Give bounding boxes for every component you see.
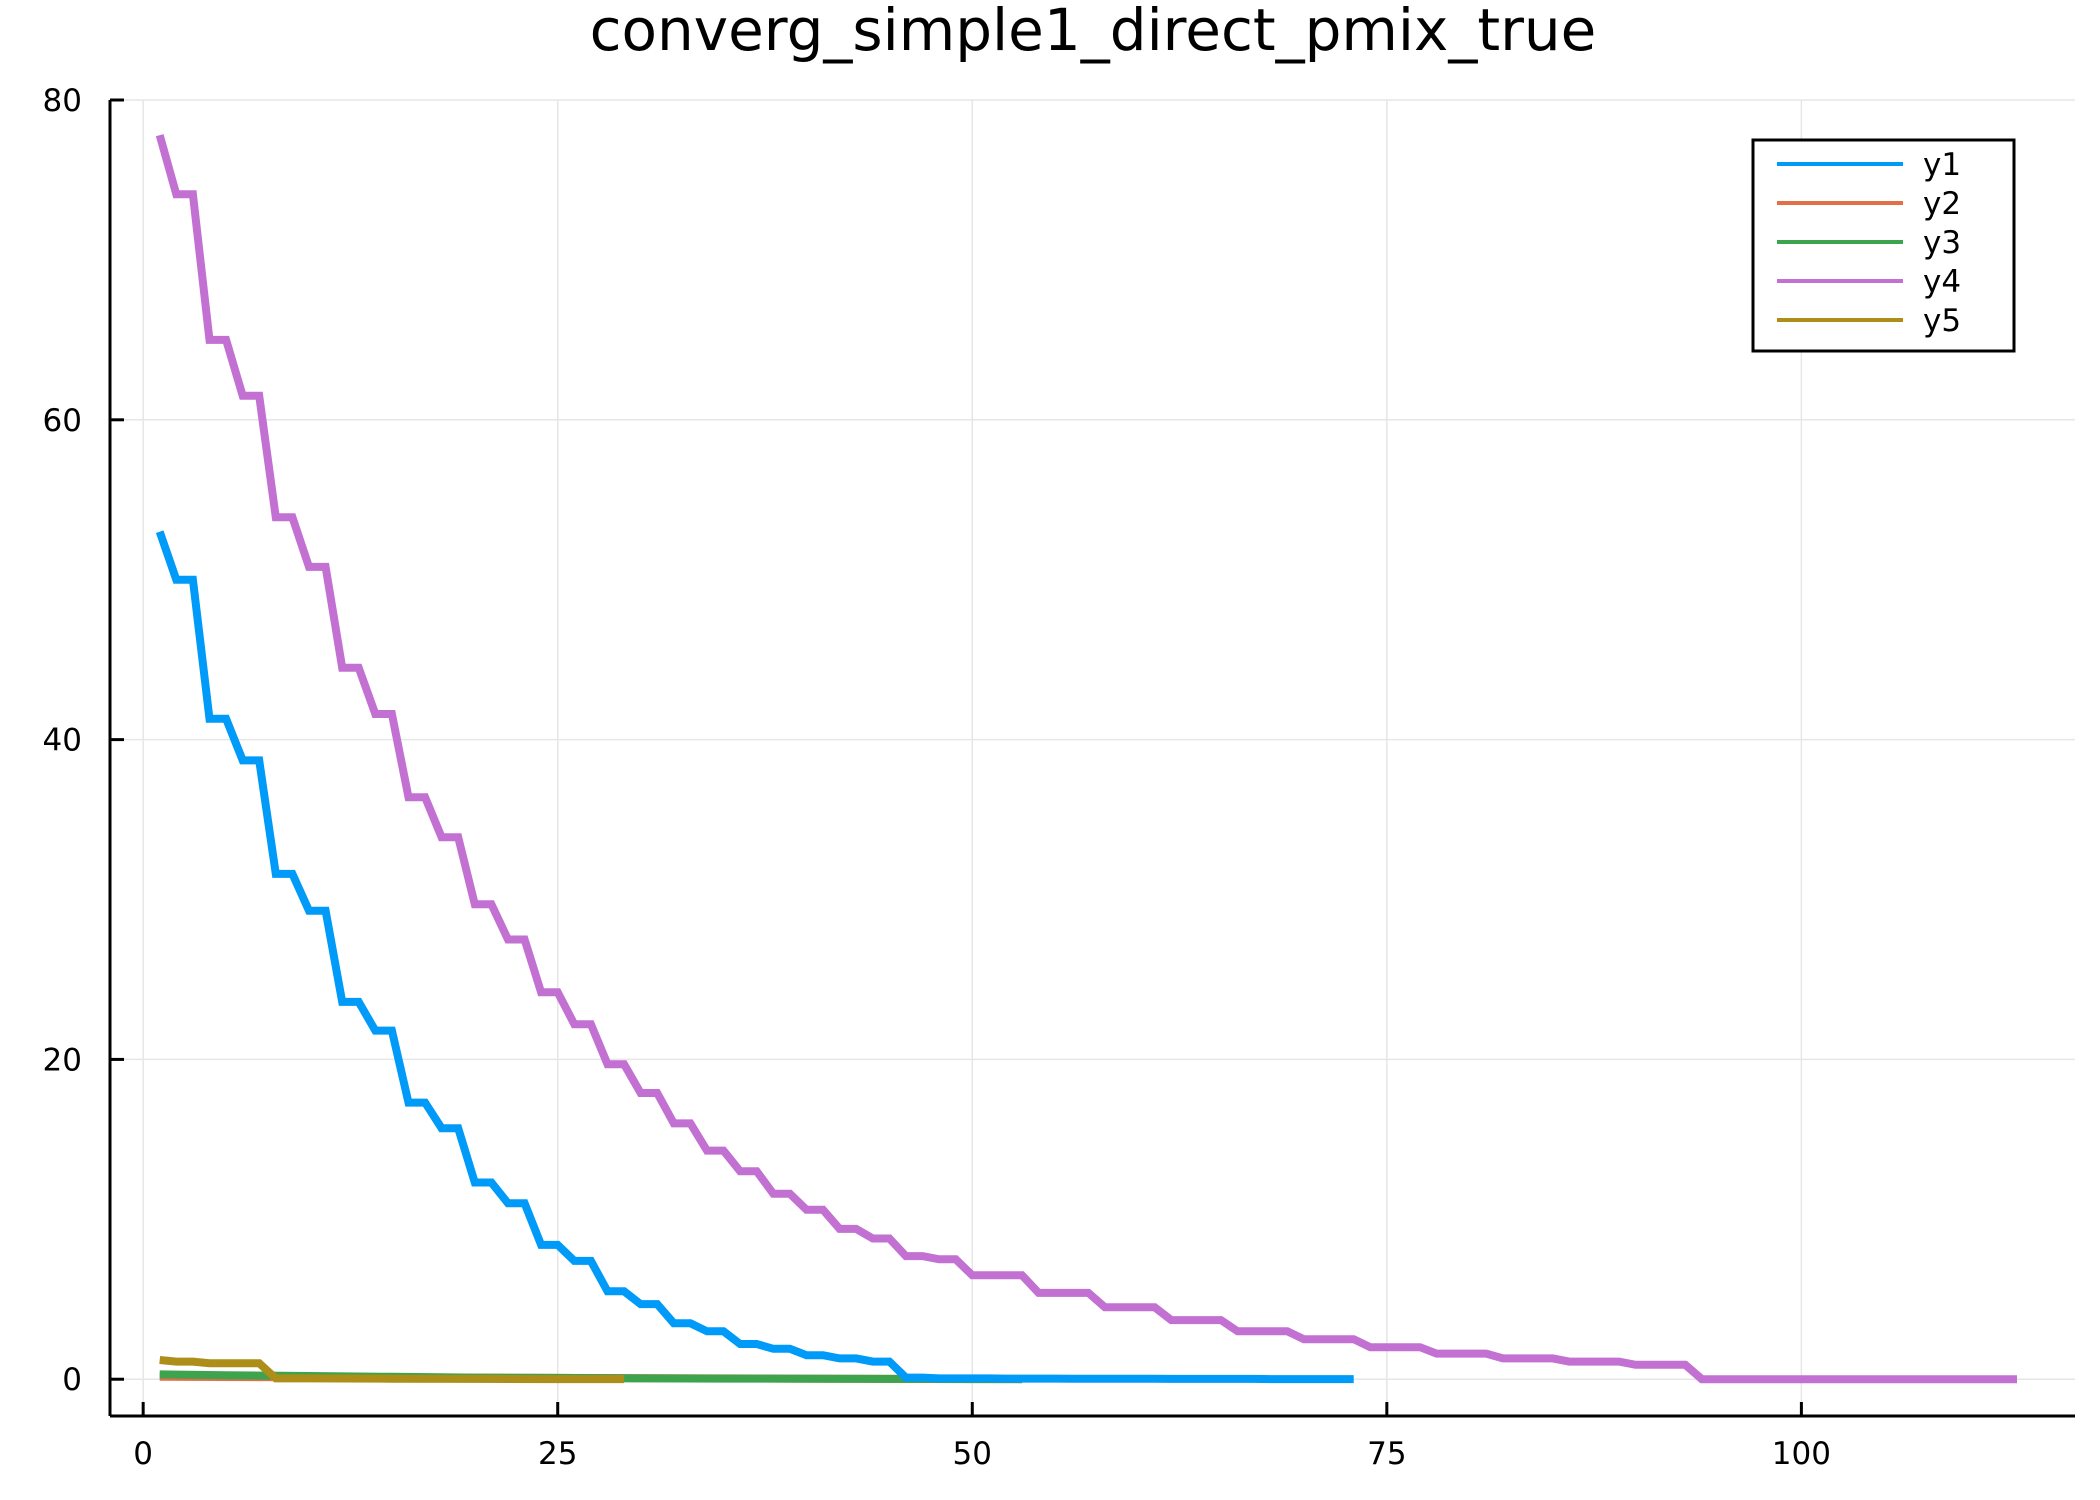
series-line-y1 [155,530,1354,1384]
x-tick-label: 50 [953,1436,992,1472]
series-line-y5 [159,1356,625,1384]
legend-label-y5: y5 [1923,303,1961,339]
legend-box [1751,138,2016,353]
y-tick-label: 0 [62,1362,82,1398]
x-tick-label: 100 [1772,1436,1831,1472]
legend-label-y3: y3 [1923,225,1961,261]
x-tick-label: 25 [538,1436,577,1472]
y-tick-label: 60 [43,403,82,439]
axes-layer: 0 25 50 75 100 0 20 40 60 80 [43,83,2075,1472]
x-tick-label: 0 [133,1436,153,1472]
y-tick-label: 80 [43,83,82,119]
series-layer [155,134,2017,1384]
y-tick-label: 40 [43,723,82,759]
legend-label-y4: y4 [1923,264,1961,300]
series-line-y4 [155,134,2017,1384]
legend-label-y1: y1 [1923,147,1961,183]
legend-label-y2: y2 [1923,186,1961,222]
y-tick-label: 20 [43,1042,82,1078]
chart-title: converg_simple1_direct_pmix_true [590,0,1597,64]
x-tick-label: 75 [1367,1436,1406,1472]
